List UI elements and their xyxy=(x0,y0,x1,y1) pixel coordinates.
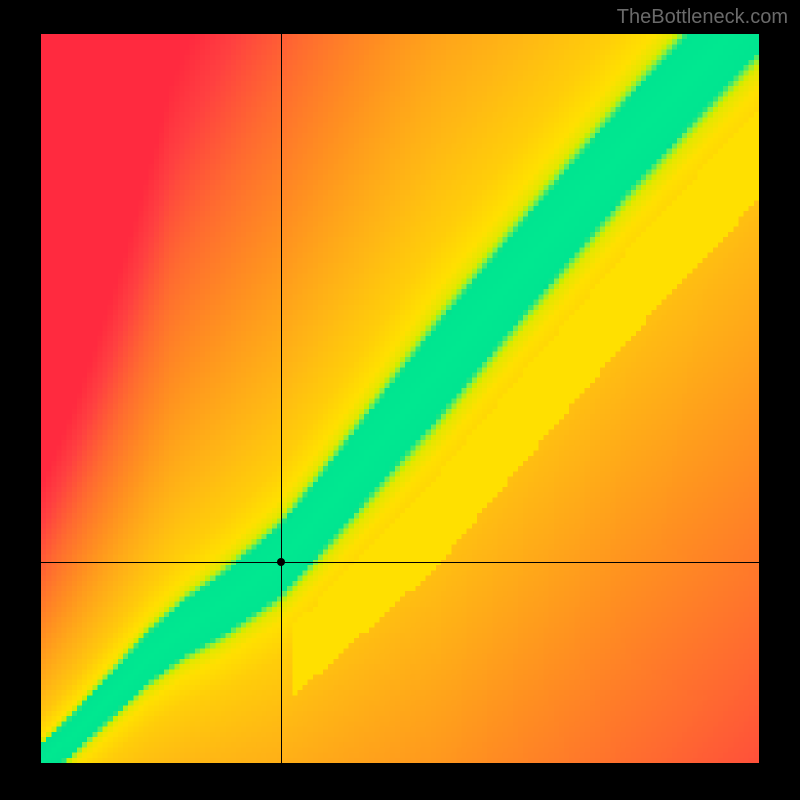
bottleneck-heatmap xyxy=(41,34,759,763)
heatmap-canvas-wrap xyxy=(41,34,759,763)
watermark-text: TheBottleneck.com xyxy=(617,6,788,29)
crosshair-vertical xyxy=(281,34,282,763)
crosshair-horizontal xyxy=(41,562,759,563)
selected-point-marker xyxy=(277,558,285,566)
heatmap-plot-area xyxy=(41,34,759,763)
